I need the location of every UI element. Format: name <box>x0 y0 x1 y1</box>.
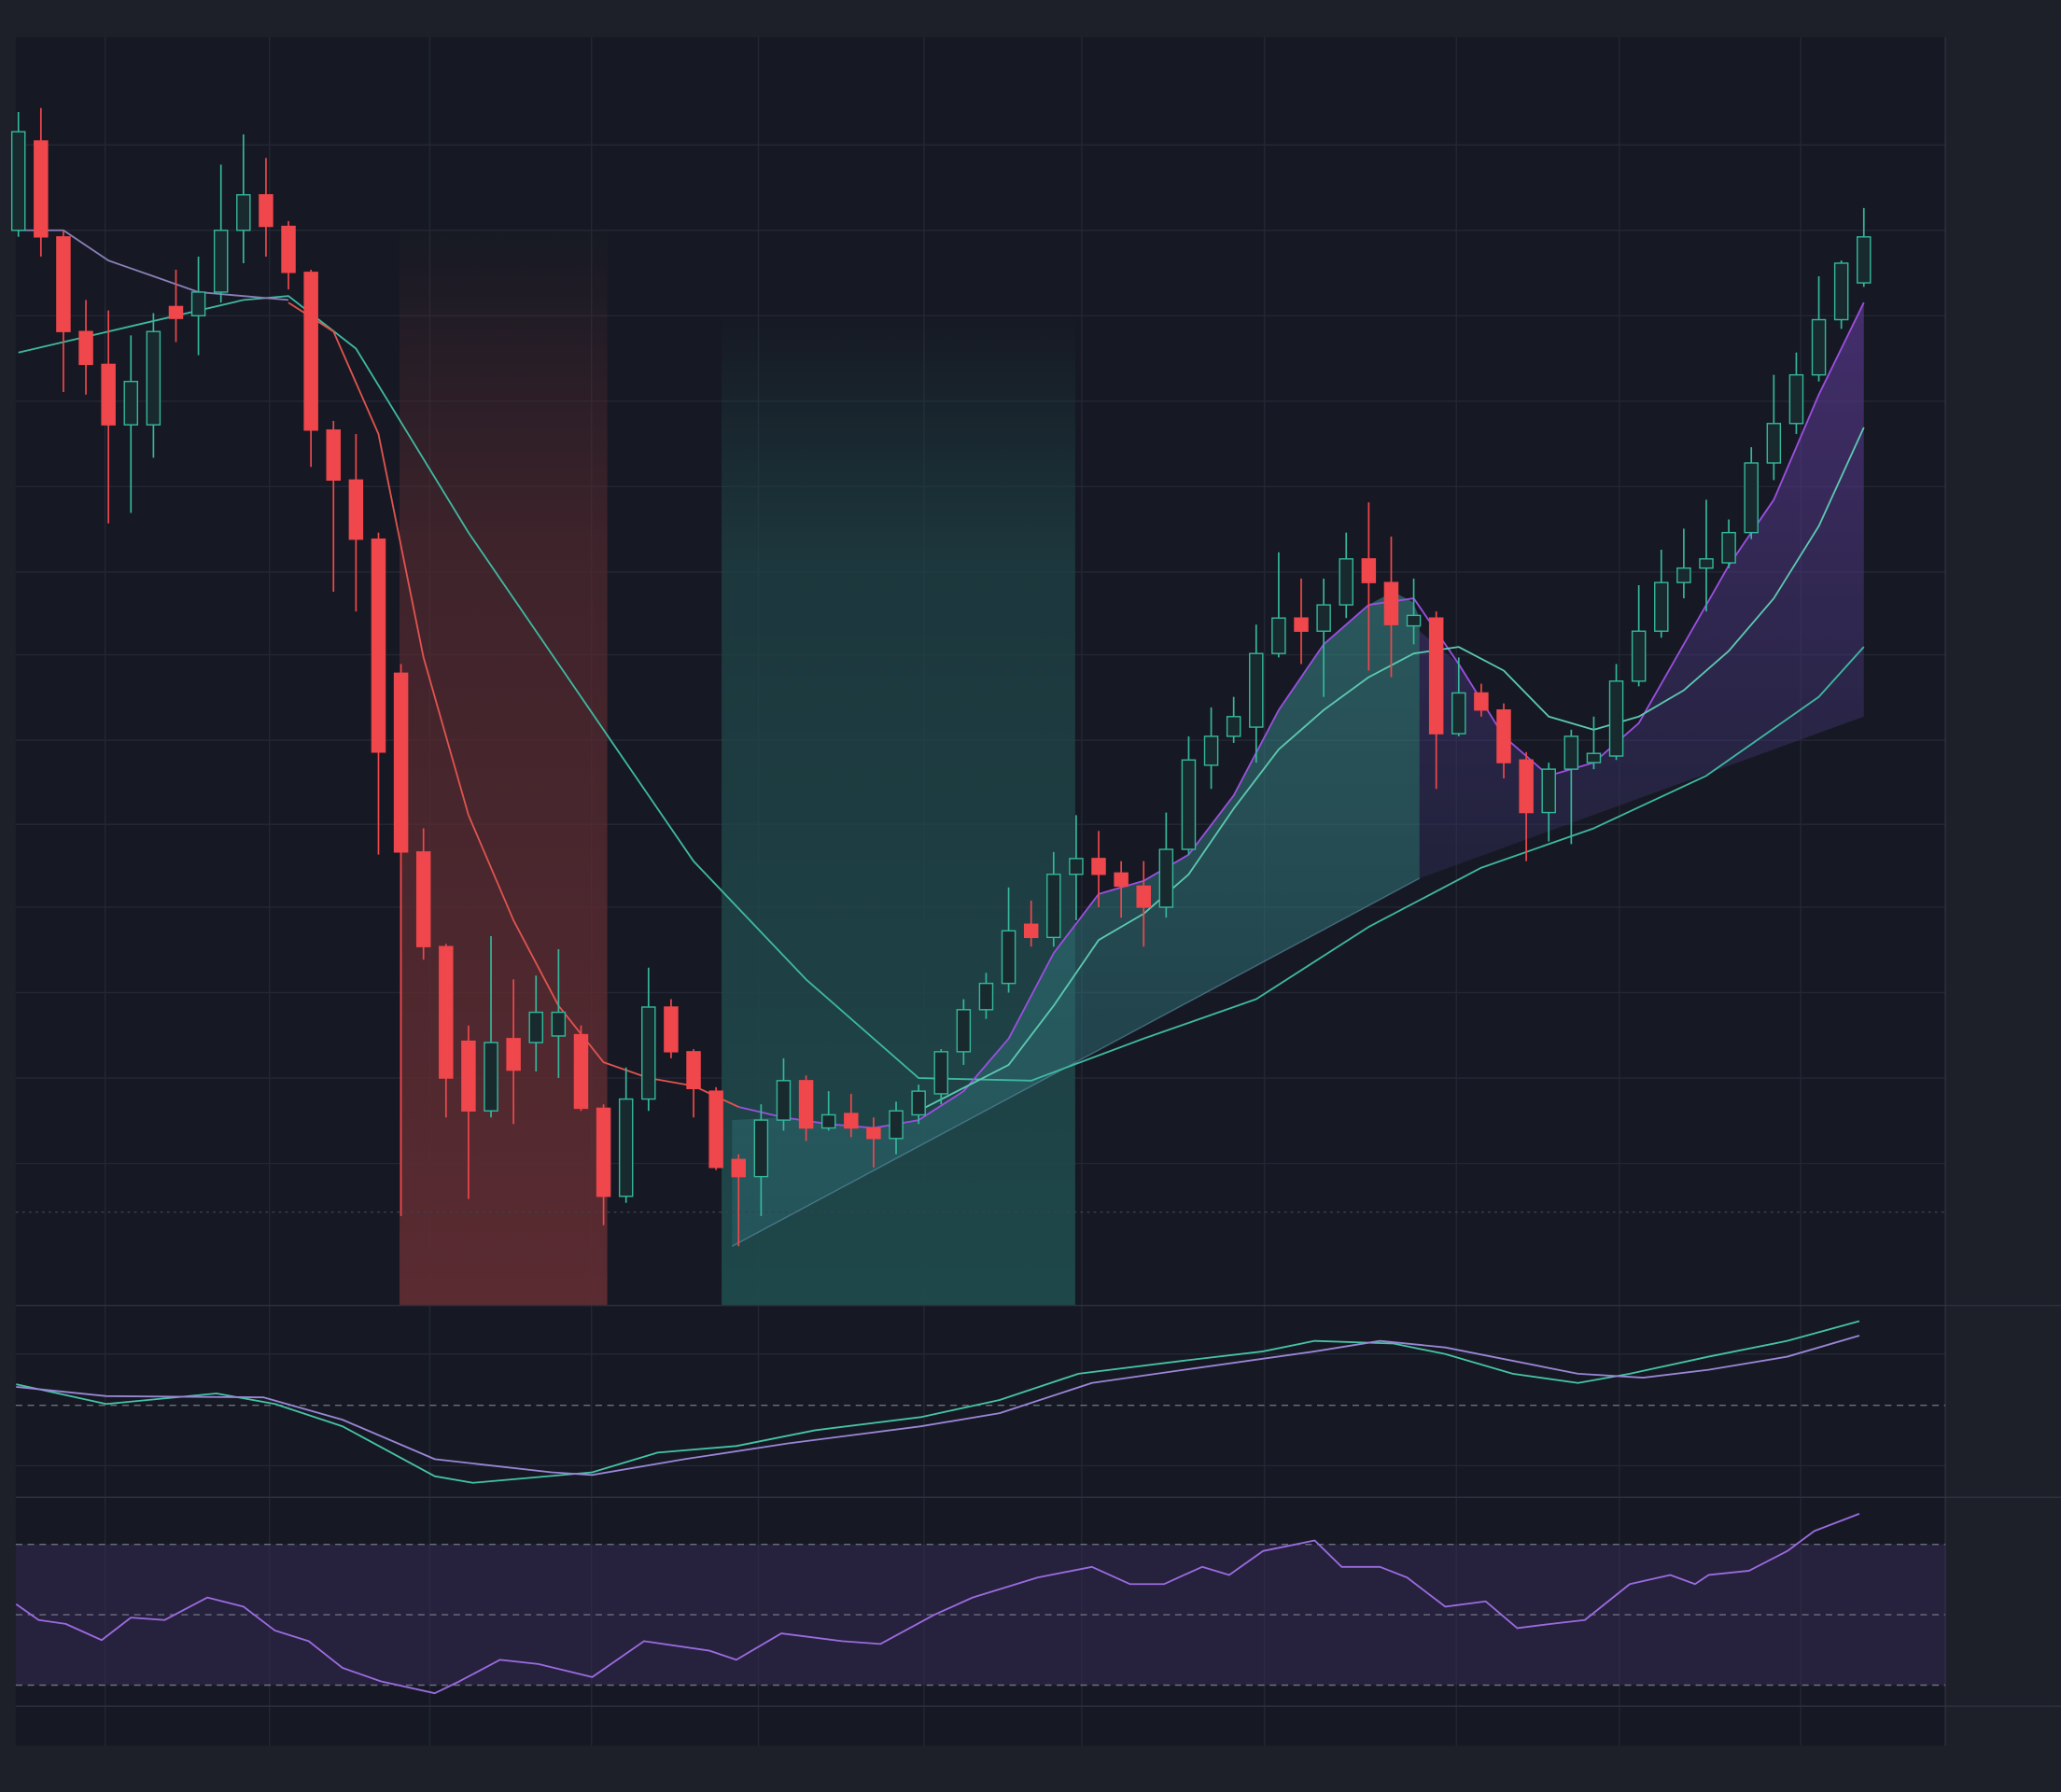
candle-body <box>889 1110 904 1140</box>
candle-body <box>1608 680 1624 757</box>
candle-body <box>1428 617 1444 735</box>
line <box>16 1320 1860 1484</box>
candle-body <box>820 1113 836 1129</box>
candle-body <box>866 1127 881 1140</box>
candle-body <box>664 1006 679 1053</box>
candle-body <box>1474 692 1489 711</box>
line <box>287 301 739 1108</box>
candle-body <box>484 1042 498 1112</box>
candle-body <box>326 429 342 482</box>
candle-body <box>78 330 93 366</box>
candle-body <box>1721 531 1736 564</box>
line <box>15 1513 1860 1695</box>
candle-body <box>1451 692 1466 735</box>
candle-body <box>1699 558 1714 569</box>
line <box>918 427 1865 1113</box>
candle-body <box>461 1040 476 1112</box>
candle-body <box>1586 752 1602 763</box>
candle-body <box>528 1011 544 1043</box>
line <box>16 1335 1860 1477</box>
channel-fill <box>1419 302 1864 878</box>
candle-body <box>573 1033 589 1110</box>
candle-body <box>731 1158 746 1178</box>
candle-body <box>56 236 71 332</box>
candle-body <box>1857 236 1872 284</box>
candle-body <box>259 194 273 228</box>
candle-body <box>956 1009 972 1053</box>
candle-body <box>190 291 206 316</box>
candle-body <box>1496 709 1511 763</box>
line <box>738 301 1865 1129</box>
sell-zone <box>400 223 608 1306</box>
candle-body <box>1654 581 1669 632</box>
candle-body <box>146 330 161 426</box>
candle-body <box>1811 318 1827 376</box>
candle-body <box>776 1080 792 1121</box>
candle-body <box>1631 630 1647 682</box>
candle-body <box>1181 759 1197 850</box>
channel-line <box>732 877 1421 1247</box>
candle-body <box>393 672 409 853</box>
candle-body <box>1788 373 1804 425</box>
line <box>18 295 1865 1082</box>
marks <box>10 107 1946 1695</box>
candle-body <box>1226 716 1241 737</box>
candle-body <box>101 363 116 426</box>
candle-body <box>1136 885 1151 908</box>
candle-body <box>213 230 229 293</box>
candle-body <box>1519 759 1534 814</box>
candle-body <box>281 225 296 273</box>
candle-body <box>1766 423 1782 464</box>
candle-body <box>1833 262 1849 321</box>
candle-body <box>551 1011 567 1037</box>
candle-body <box>596 1107 611 1197</box>
candle-body <box>1676 567 1691 583</box>
candle-body <box>1294 617 1309 632</box>
candle-body <box>123 381 139 426</box>
candle-body <box>1158 848 1174 908</box>
candle-body <box>1316 604 1331 632</box>
candle-body <box>641 1006 656 1100</box>
candle-body <box>1271 617 1286 654</box>
candle-body <box>1339 558 1353 606</box>
candle-body <box>933 1051 948 1095</box>
candle-body <box>1114 872 1129 888</box>
candle-body <box>844 1113 859 1129</box>
candle-body <box>371 538 386 753</box>
candle-body <box>1361 558 1377 583</box>
candle-body <box>1383 581 1399 625</box>
candle-body <box>168 305 184 319</box>
candle-body <box>1069 858 1084 875</box>
candle-body <box>439 945 454 1079</box>
candle-body <box>303 272 318 431</box>
candle-body <box>1001 930 1016 985</box>
candle-body <box>798 1080 814 1129</box>
candle-body <box>978 982 994 1011</box>
candle-body <box>1406 614 1422 627</box>
candle-body <box>1023 923 1039 939</box>
candle-body <box>753 1119 769 1178</box>
candle-body <box>34 140 49 238</box>
candle-body <box>686 1051 701 1089</box>
candle-body <box>1203 735 1219 766</box>
candle-body <box>506 1038 521 1071</box>
candle-body <box>1541 768 1556 814</box>
candle-body <box>10 131 26 231</box>
candle-body <box>618 1098 634 1197</box>
candle-body <box>708 1090 723 1169</box>
candle-body <box>1744 462 1759 534</box>
candle-body <box>911 1090 926 1116</box>
candle-body <box>348 479 364 540</box>
candle-body <box>1091 858 1106 875</box>
channel-fill <box>732 592 1420 1247</box>
candle-body <box>415 851 431 947</box>
candle-body <box>236 194 251 231</box>
candle-body <box>1046 874 1061 939</box>
candle-body <box>1249 652 1264 728</box>
candle-body <box>1563 735 1579 770</box>
